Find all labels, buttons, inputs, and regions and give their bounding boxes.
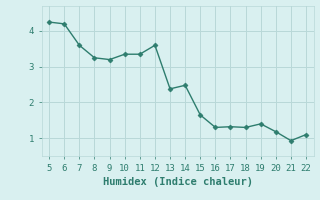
X-axis label: Humidex (Indice chaleur): Humidex (Indice chaleur): [103, 177, 252, 187]
